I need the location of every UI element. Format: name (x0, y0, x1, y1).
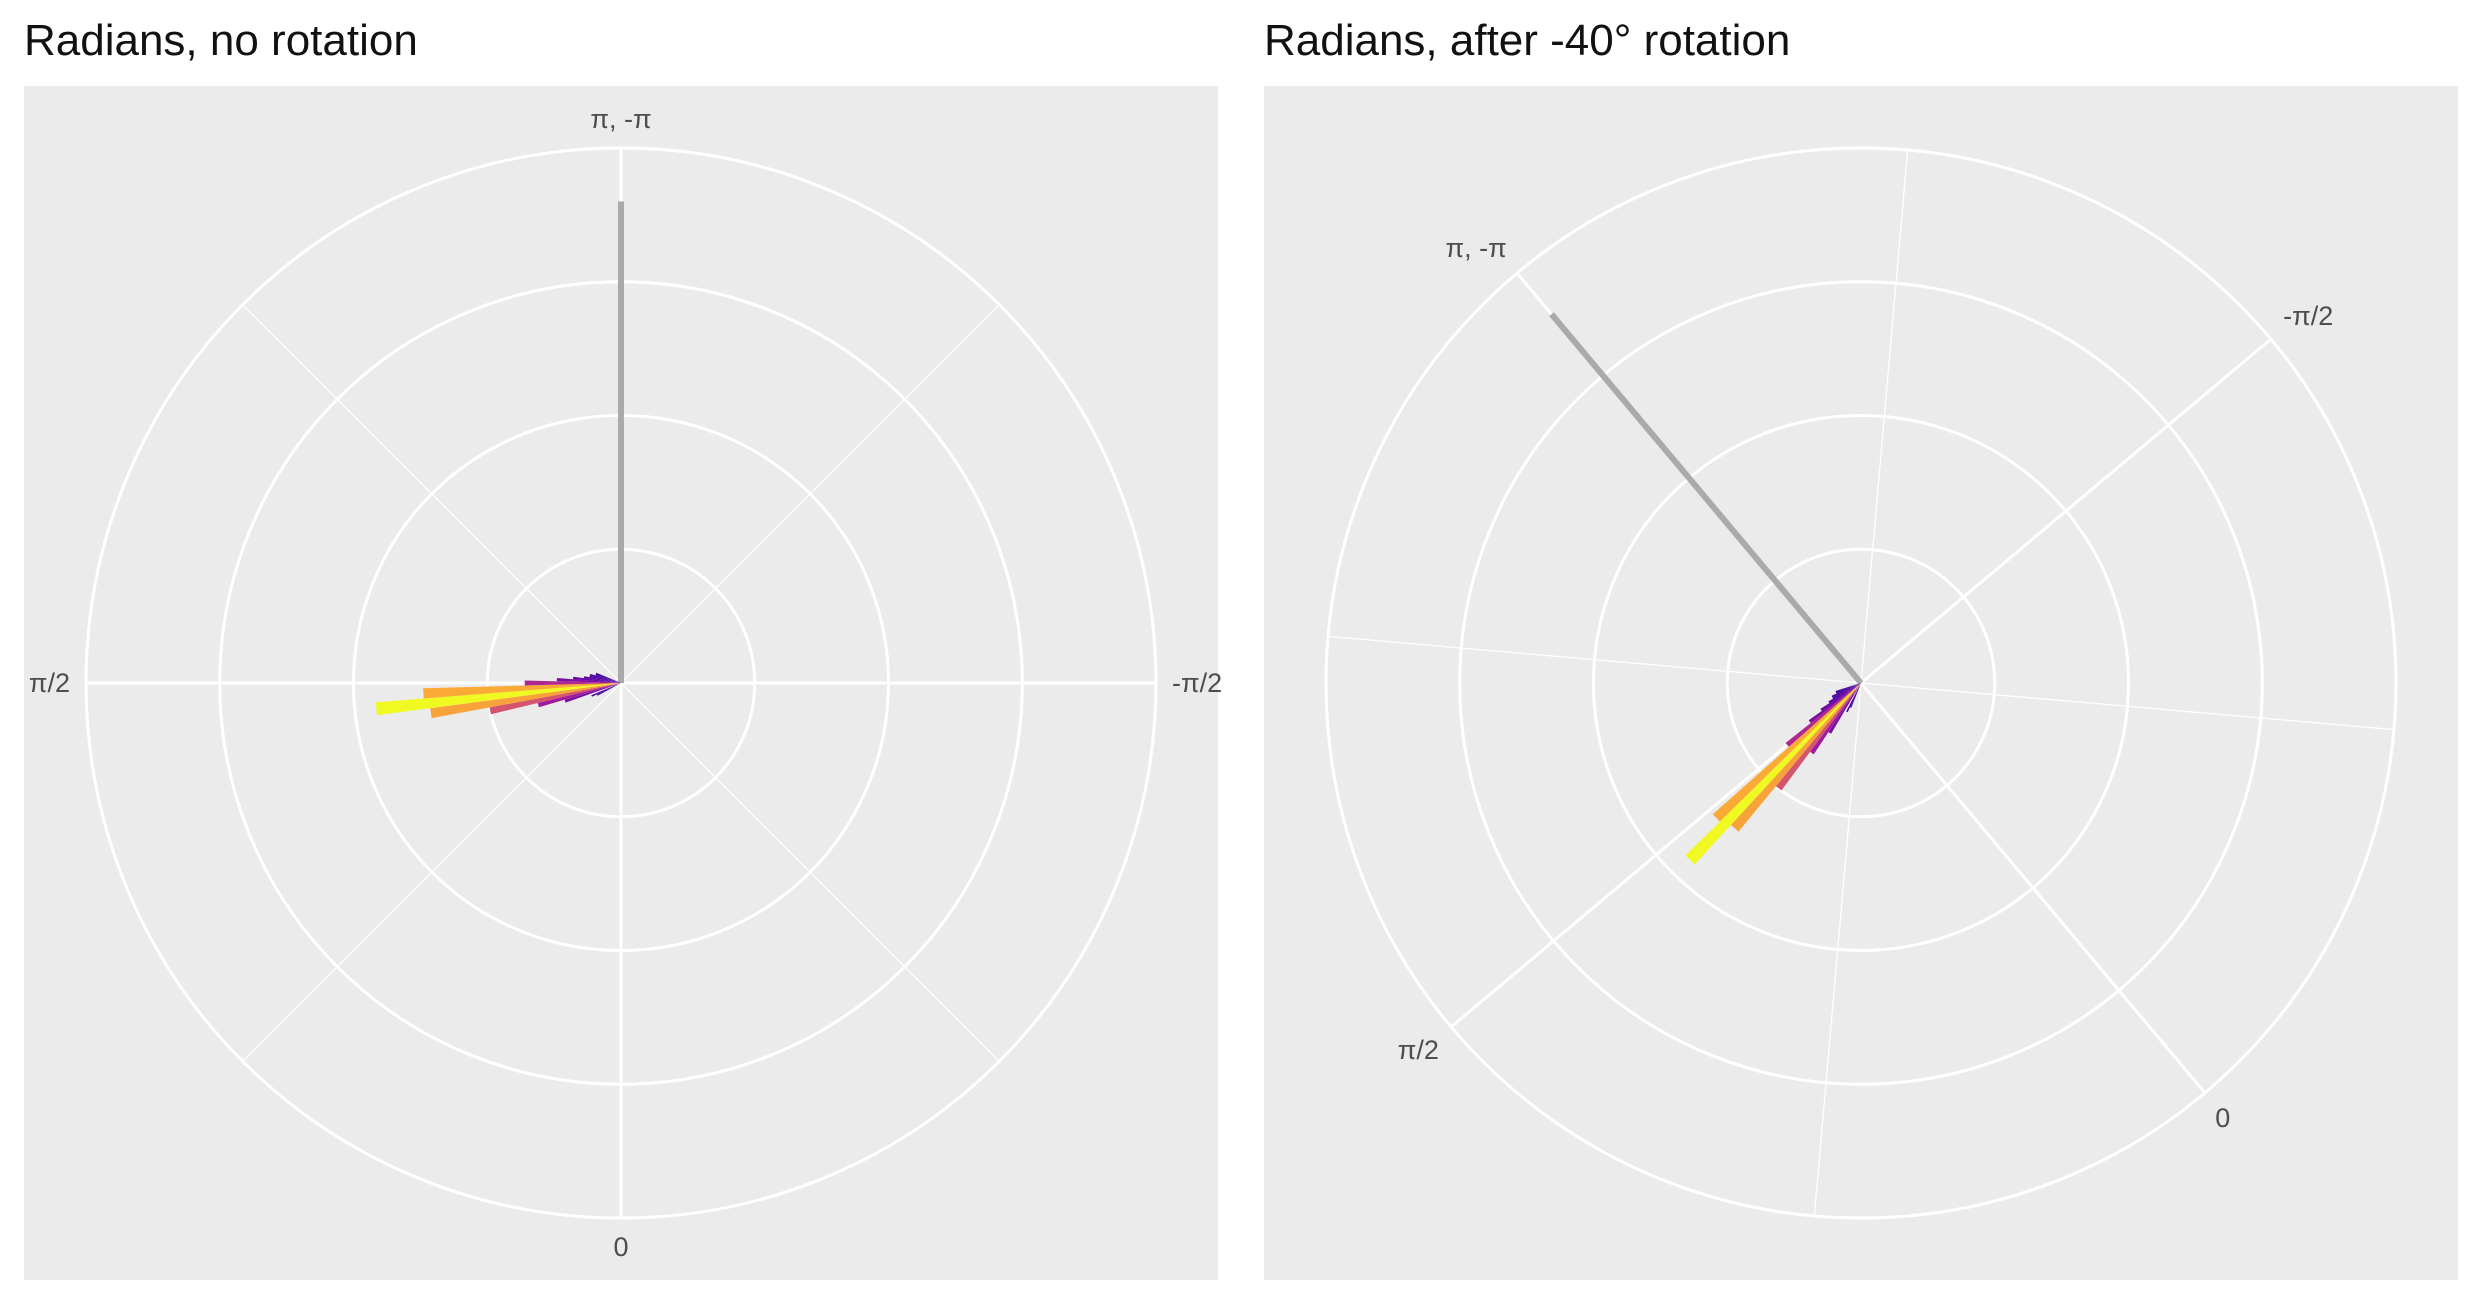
chart-title: Radians, no rotation (24, 16, 418, 65)
bar (1835, 683, 1861, 693)
bar (375, 683, 621, 716)
theta-tick-label: π, -π (590, 104, 651, 134)
theta-tick-label: π, -π (1446, 233, 1507, 263)
reference-line (1549, 312, 1864, 685)
bar (1810, 683, 1861, 755)
bar (1785, 683, 1861, 747)
bar (1712, 683, 1861, 822)
angular-gridline (242, 682, 622, 1062)
bar (1835, 683, 1861, 694)
bar (595, 672, 621, 683)
angular-gridline (620, 682, 1000, 1062)
theta-tick-label: π/2 (29, 668, 70, 698)
radial-gridline (1458, 280, 2264, 1086)
bar (430, 683, 621, 719)
theta-tick-label: 0 (2215, 1103, 2230, 1133)
theta-tick-label: 0 (613, 1232, 628, 1262)
left-panel: Radians, no rotation 0 π/2 π, -π -π/2 (0, 0, 1230, 1310)
angular-gridline (1327, 635, 1862, 684)
bar (1775, 683, 1861, 791)
bar (589, 675, 621, 683)
theta-tick-label: -π/2 (2283, 301, 2333, 331)
radial-gridline (1725, 547, 1997, 819)
bar (564, 683, 621, 703)
bar (1685, 683, 1861, 865)
angular-gridline (620, 304, 1000, 684)
bar (1849, 683, 1861, 708)
radial-gridline (1324, 146, 2398, 1220)
bar (589, 673, 621, 683)
theta-tick-label: π/2 (1398, 1035, 1439, 1065)
polar-plot: 0 π/2 π, -π -π/2 (1324, 146, 2398, 1220)
right-panel: Radians, after -40° rotation 0 π/2 π, -π -π… (1240, 0, 2470, 1310)
bar (1832, 683, 1861, 699)
polar-plot: 0 π/2 π, -π -π/2 (29, 104, 1222, 1262)
angular-gridline (1813, 682, 1862, 1217)
bar (537, 683, 621, 708)
theta-tick-label: -π/2 (1172, 668, 1222, 698)
bar (556, 678, 621, 683)
bar (573, 676, 621, 683)
bar (595, 674, 621, 683)
bar (423, 683, 621, 699)
bar (1828, 683, 1861, 734)
angular-gridline (1860, 149, 1909, 684)
bar (1846, 683, 1861, 713)
bar (583, 676, 621, 683)
bar (591, 683, 621, 697)
angular-gridline (1859, 682, 2207, 1094)
radial-gridline (1592, 414, 2130, 952)
bar (524, 680, 621, 686)
bar (1831, 683, 1861, 698)
bar (596, 683, 621, 696)
bar (489, 683, 621, 715)
bar (1808, 683, 1861, 723)
bar (1820, 683, 1861, 711)
angular-gridline (1860, 337, 2272, 685)
bar (1730, 683, 1861, 832)
angular-gridline (1860, 682, 2395, 731)
bar (1828, 683, 1861, 704)
chart-title: Radians, after -40° rotation (1264, 16, 1791, 65)
angular-gridline (242, 304, 622, 684)
